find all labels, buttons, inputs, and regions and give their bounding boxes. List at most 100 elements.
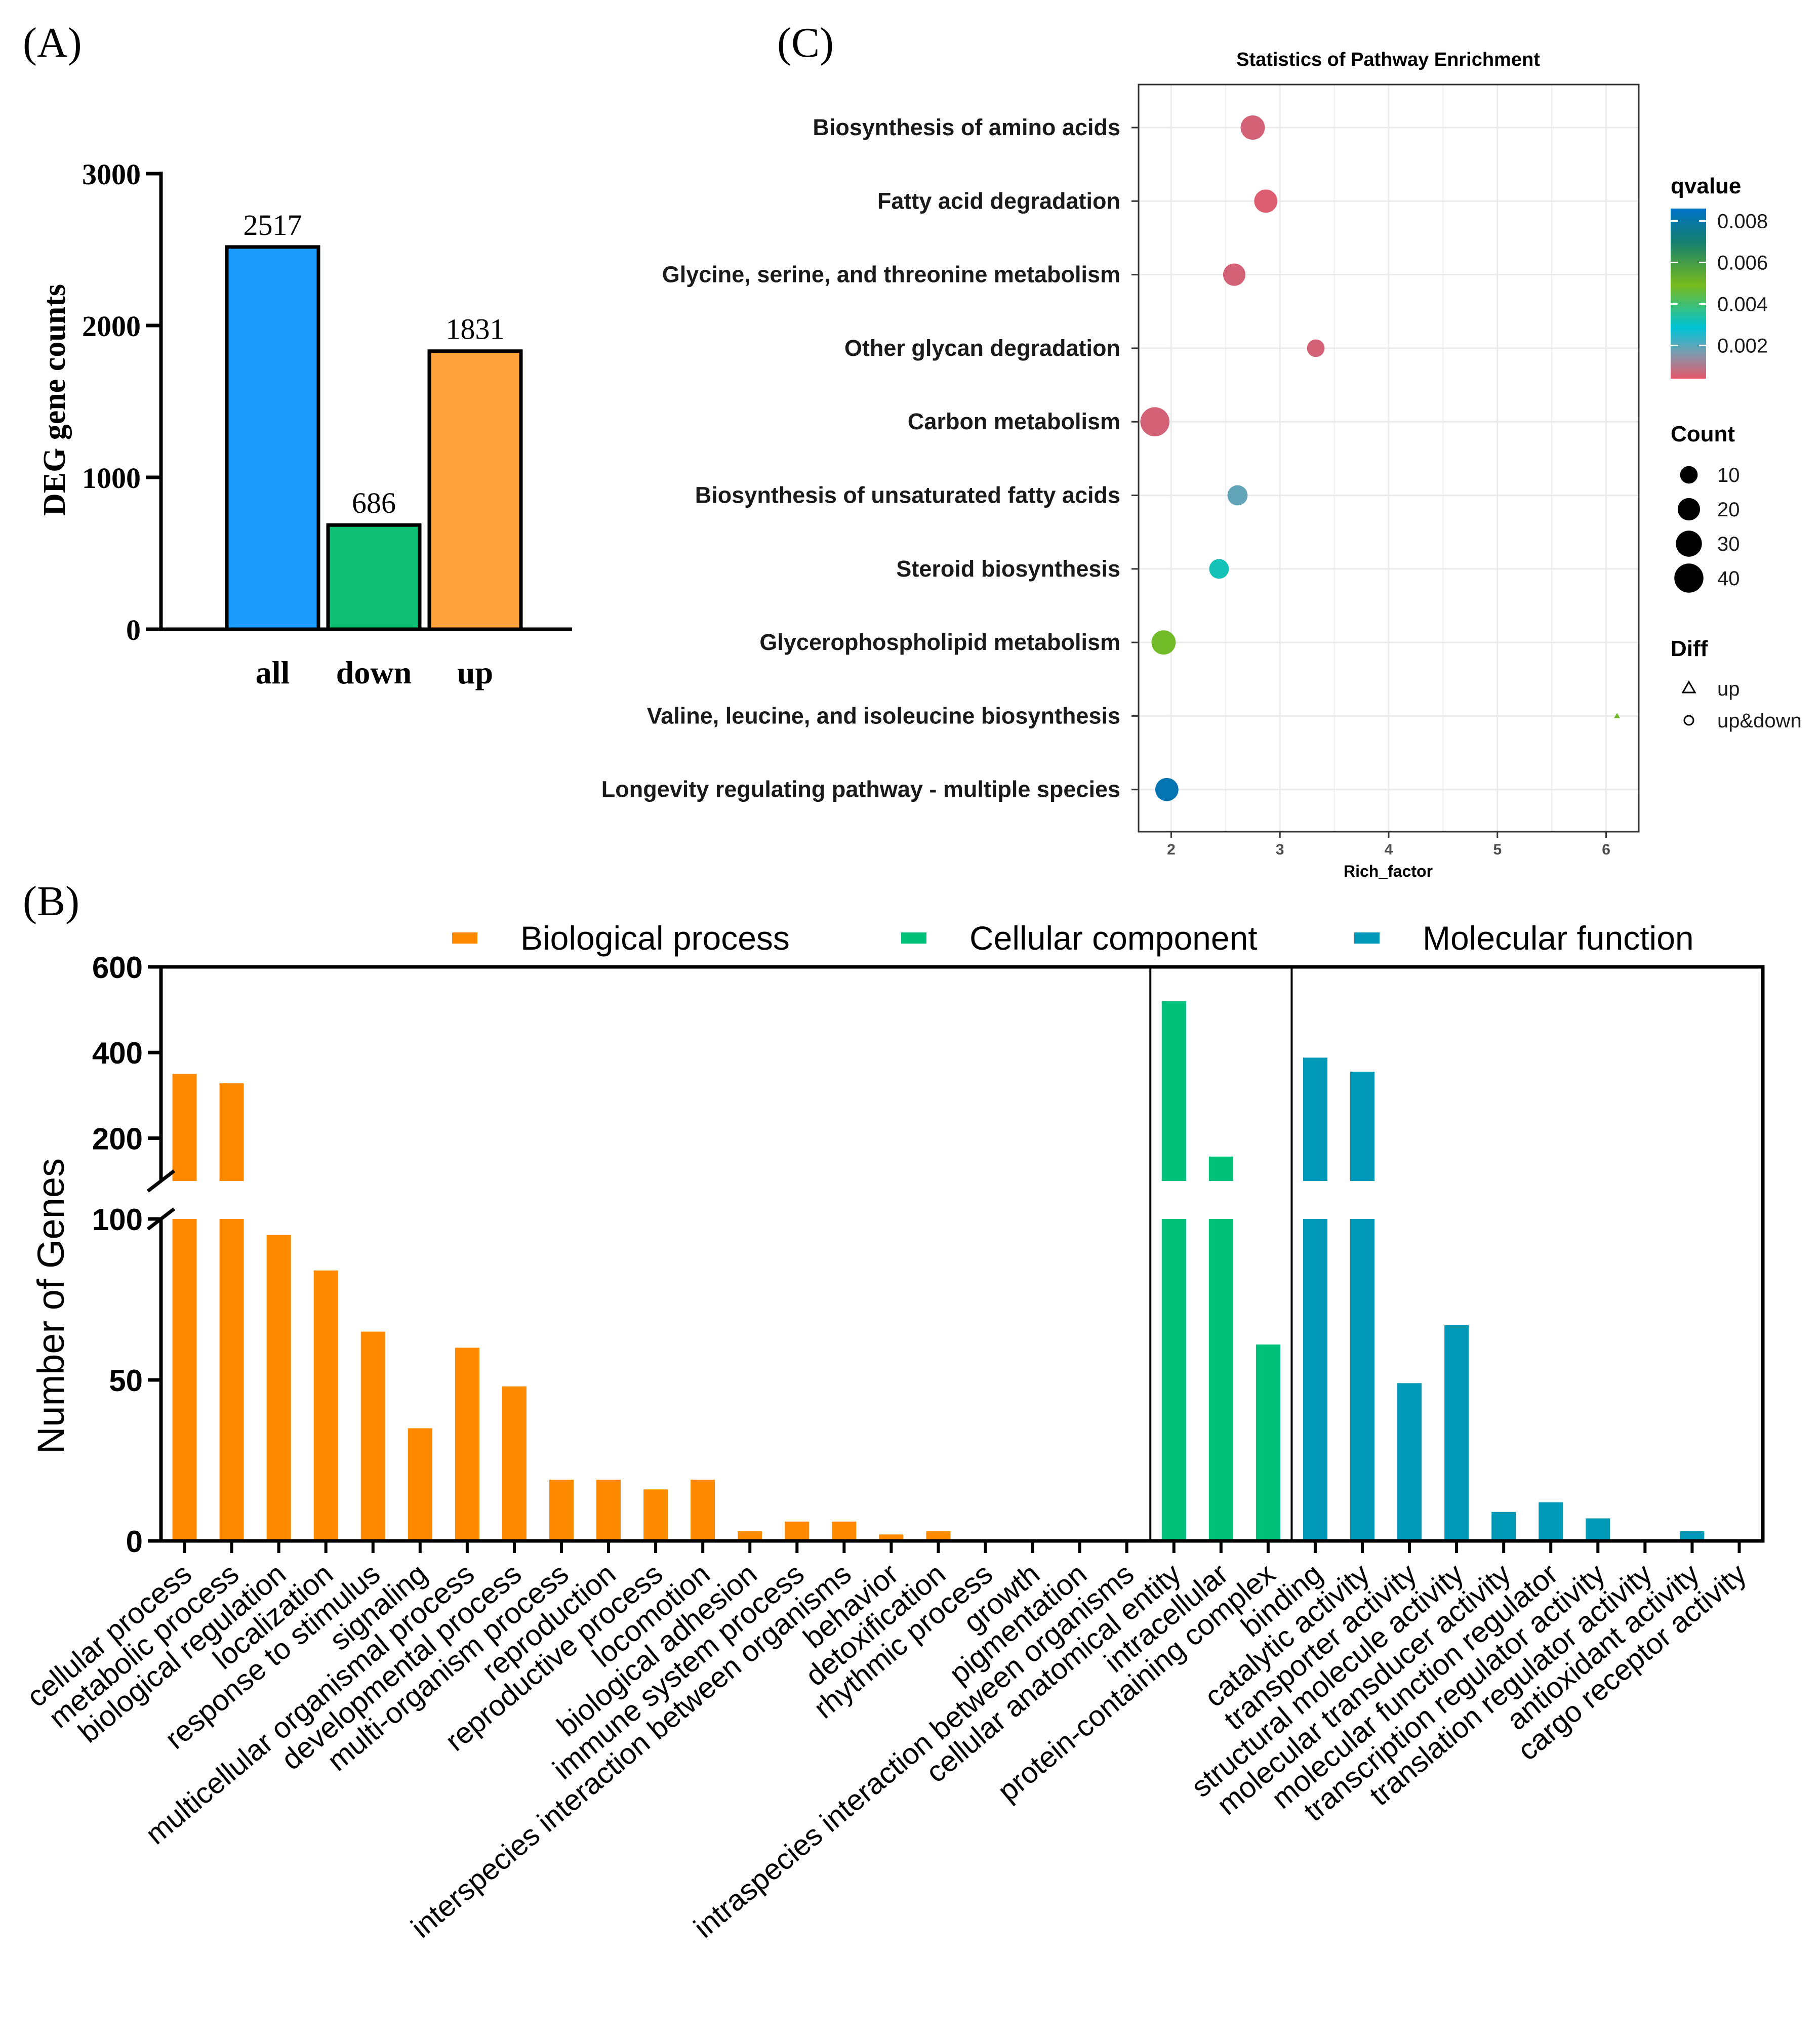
go-bar-upper — [1161, 1001, 1186, 1181]
diff-legend-label: up&down — [1717, 710, 1802, 732]
go-bar — [832, 1521, 857, 1541]
go-legend-swatch — [452, 932, 477, 944]
pathway-point — [1240, 115, 1265, 140]
go-y-tick-label: 100 — [92, 1203, 143, 1237]
go-bar — [643, 1489, 668, 1541]
enrichment-x-tick-label: 4 — [1385, 841, 1393, 858]
go-bar — [1539, 1502, 1563, 1541]
count-legend-symbol — [1674, 563, 1704, 593]
enrichment-x-tick-label: 2 — [1167, 841, 1176, 858]
go-bar — [360, 1331, 385, 1541]
go-legend-label: Molecular function — [1423, 919, 1694, 957]
diff-updown-symbol — [1683, 715, 1694, 726]
go-bar — [926, 1531, 951, 1541]
go-bar — [549, 1480, 574, 1541]
count-legend-symbol — [1680, 466, 1698, 484]
pathway-label: Steroid biosynthesis — [896, 556, 1120, 582]
go-y-tick-label: 400 — [92, 1036, 143, 1070]
deg-x-tick-label: all — [256, 655, 290, 690]
go-bar — [1491, 1512, 1516, 1541]
enrichment-x-tick-label: 5 — [1493, 841, 1502, 858]
count-legend-label: 30 — [1717, 533, 1740, 555]
qvalue-legend-title: qvalue — [1671, 174, 1741, 198]
deg-y-tick-label: 2000 — [82, 310, 141, 343]
go-y-tick-label: 200 — [92, 1122, 143, 1156]
go-bar — [738, 1531, 762, 1541]
go-y-tick-label: 600 — [92, 951, 143, 985]
go-y-tick-label: 50 — [109, 1364, 143, 1398]
deg-bar-value-label: 2517 — [244, 209, 302, 241]
pathway-point — [1254, 189, 1278, 213]
panel-label-b: (B) — [23, 878, 79, 925]
go-legend-label: Biological process — [520, 919, 790, 957]
go-bar — [1586, 1518, 1610, 1541]
deg-y-tick-label: 1000 — [82, 462, 141, 495]
deg-bar-value-label: 686 — [352, 486, 396, 519]
pathway-point — [1151, 630, 1176, 655]
go-y-tick-label: 0 — [126, 1525, 143, 1559]
go-legend-swatch — [1354, 932, 1380, 944]
deg-y-tick-label: 3000 — [82, 158, 141, 191]
deg-bar-all — [225, 245, 320, 631]
panel-label-a: (A) — [23, 19, 82, 66]
pathway-point — [1223, 263, 1246, 286]
pathway-point — [1227, 485, 1248, 506]
qvalue-tick-label: 0.004 — [1717, 293, 1768, 315]
go-bar — [1680, 1531, 1705, 1541]
go-bar-upper — [1350, 1072, 1374, 1181]
pathway-label: Longevity regulating pathway - multiple … — [601, 777, 1120, 802]
qvalue-tick-label: 0.008 — [1717, 211, 1768, 233]
go-bar — [408, 1428, 432, 1541]
pathway-enrichment-chart: Statistics of Pathway Enrichment Biosynt… — [601, 49, 1802, 880]
pathway-label: Fatty acid degradation — [877, 188, 1120, 214]
go-bar — [1444, 1325, 1469, 1541]
deg-bar-value-label: 1831 — [446, 313, 505, 346]
go-legend-label: Cellular component — [969, 919, 1258, 957]
deg-x-tick-label: up — [457, 655, 493, 690]
enrichment-x-tick-label: 6 — [1602, 841, 1610, 858]
pathway-point — [1209, 559, 1229, 579]
enrichment-title: Statistics of Pathway Enrichment — [1236, 49, 1540, 70]
go-bar — [313, 1270, 338, 1541]
go-bar — [219, 1219, 244, 1541]
diff-legend-title: Diff — [1671, 636, 1708, 661]
go-bar — [1350, 1219, 1374, 1541]
go-bar — [691, 1480, 715, 1541]
go-bar — [1161, 1219, 1186, 1541]
go-bar — [1208, 1219, 1233, 1541]
go-bar — [1303, 1219, 1327, 1541]
go-y-axis-label: Number of Genes — [30, 1158, 72, 1454]
enrichment-x-tick-label: 3 — [1276, 841, 1284, 858]
count-legend-symbol — [1677, 498, 1701, 521]
go-bar — [172, 1219, 197, 1541]
go-bar — [266, 1235, 291, 1541]
go-bar-upper — [1303, 1057, 1327, 1181]
go-bar-upper — [172, 1074, 197, 1181]
pathway-label: Other glycan degradation — [844, 335, 1120, 361]
pathway-label: Biosynthesis of unsaturated fatty acids — [695, 482, 1120, 508]
deg-x-tick-label: down — [336, 655, 412, 690]
go-bar — [502, 1386, 527, 1541]
go-bar — [1397, 1383, 1422, 1541]
deg-bar-down — [326, 523, 422, 631]
pathway-label: Valine, leucine, and isoleucine biosynth… — [647, 703, 1120, 728]
deg-bar-up — [427, 349, 523, 631]
deg-y-axis-label: DEG gene counts — [37, 284, 72, 516]
pathway-point — [1155, 778, 1179, 801]
diff-up-symbol — [1681, 680, 1696, 694]
go-bar — [1256, 1344, 1280, 1541]
diff-legend-label: up — [1717, 678, 1740, 700]
count-legend-label: 40 — [1717, 567, 1740, 590]
deg-bar-chart: DEG gene counts 2517 all 686 down 1831 up 0 10… — [37, 158, 572, 690]
pathway-point — [1307, 339, 1325, 357]
panel-label-c: (C) — [777, 19, 834, 66]
go-axis-break-mark — [146, 1169, 176, 1193]
count-legend-title: Count — [1671, 422, 1735, 446]
pathway-label: Carbon metabolism — [908, 409, 1120, 434]
count-legend-label: 10 — [1717, 464, 1740, 486]
count-legend-symbol — [1676, 531, 1702, 557]
go-bar-upper — [219, 1083, 244, 1181]
qvalue-tick-label: 0.006 — [1717, 252, 1768, 274]
enrichment-x-axis-label: Rich_factor — [1344, 862, 1433, 880]
